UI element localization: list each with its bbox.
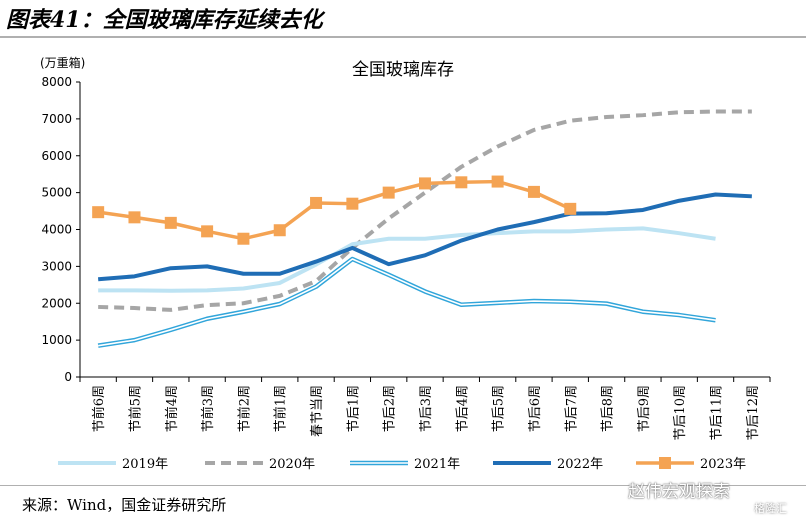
watermark: 赵伟宏观探索 [628, 482, 730, 502]
data-point-marker [164, 216, 177, 229]
data-point-marker [455, 176, 468, 189]
x-tick-label: 节前3周 [200, 385, 216, 432]
x-tick-label: 节后4周 [455, 385, 470, 432]
data-point-marker [527, 185, 540, 198]
y-tick-label: 0 [64, 370, 72, 384]
legend-item-2023年: 2023年 [636, 457, 746, 472]
x-tick-label: 节后10周 [673, 385, 688, 441]
y-tick-label: 8000 [41, 75, 72, 89]
legend-label: 2023年 [700, 457, 746, 472]
x-tick-label: 节前4周 [164, 385, 180, 432]
x-tick-label: 节后8周 [601, 385, 616, 432]
x-tick-label: 节前5周 [127, 385, 143, 432]
y-tick-label: 5000 [41, 186, 72, 200]
data-point-marker [201, 225, 214, 238]
y-tick-label: 2000 [41, 296, 72, 310]
y-axis-unit-label: (万重箱) [40, 55, 85, 70]
chart-title: 全国玻璃库存 [352, 60, 454, 80]
series-line [97, 192, 752, 282]
legend-item-2020年: 2020年 [205, 457, 315, 472]
y-tick-label: 1000 [41, 333, 72, 347]
series-2022年 [97, 192, 752, 282]
source-note: 来源：Wind，国金证券研究所 [22, 496, 227, 514]
y-tick-label: 3000 [41, 259, 72, 273]
top-rule [0, 36, 806, 38]
series-2023年 [92, 175, 577, 245]
data-point-marker [346, 197, 359, 210]
y-tick-label: 7000 [41, 112, 72, 126]
x-tick-label: 节后1周 [346, 385, 361, 432]
x-tick-label: 节后5周 [492, 385, 507, 432]
bottom-rule [0, 485, 806, 486]
figure-title: 图表41：全国玻璃库存延续去化 [6, 7, 323, 33]
data-point-marker [310, 196, 323, 209]
x-tick-label: 节后3周 [419, 385, 434, 432]
data-point-marker [128, 211, 141, 224]
legend: 2019年 2020年 2021年 2022年 2023年 [58, 457, 746, 472]
legend-label: 2020年 [269, 457, 315, 472]
legend-label: 2022年 [557, 457, 603, 472]
legend-item-2022年: 2022年 [493, 457, 603, 472]
x-tick-label: 节后11周 [710, 385, 725, 441]
legend-label: 2021年 [414, 457, 460, 472]
x-tick-label: 节前6周 [91, 385, 107, 432]
series-2021年 [97, 256, 716, 348]
series-line [97, 179, 572, 241]
y-tick-label: 4000 [41, 223, 72, 237]
x-tick-label: 节前2周 [236, 385, 252, 432]
x-tick-label: 节后2周 [383, 385, 398, 432]
legend-label: 2019年 [122, 457, 168, 472]
x-tick-label: 节前1周 [273, 385, 289, 432]
series-layer [92, 109, 752, 348]
legend-item-2021年: 2021年 [350, 457, 460, 472]
series-line [98, 109, 752, 312]
data-point-marker [382, 186, 395, 199]
series-line [98, 258, 716, 347]
x-tick-label: 节后12周 [746, 385, 761, 441]
line-chart: 全国玻璃库存 (万重箱) 0 1000 2000 3000 4000 5000 6000 70… [40, 55, 771, 472]
data-point-marker [237, 232, 250, 245]
data-point-marker [419, 177, 431, 190]
series-2020年 [98, 109, 752, 312]
data-point-marker [564, 202, 577, 215]
x-tick-label: 春节当周 [310, 385, 325, 437]
legend-marker [659, 457, 671, 469]
legend-item-2019年: 2019年 [58, 457, 168, 472]
series-line [98, 226, 716, 293]
x-tick-label: 节后6周 [528, 385, 543, 432]
watermark-sub: 格隆汇 [754, 502, 787, 515]
y-tick-label: 6000 [41, 149, 72, 163]
x-tick-label: 节后7周 [564, 385, 579, 432]
x-tick-label: 节后9周 [637, 385, 652, 432]
series-2019年 [98, 226, 716, 293]
data-point-marker [491, 175, 504, 188]
data-point-marker [273, 224, 286, 237]
series-line [97, 256, 716, 348]
data-point-marker [92, 206, 105, 219]
axes: 0 1000 2000 3000 4000 5000 6000 7000 8000 节前6周 节前5… [41, 75, 771, 441]
